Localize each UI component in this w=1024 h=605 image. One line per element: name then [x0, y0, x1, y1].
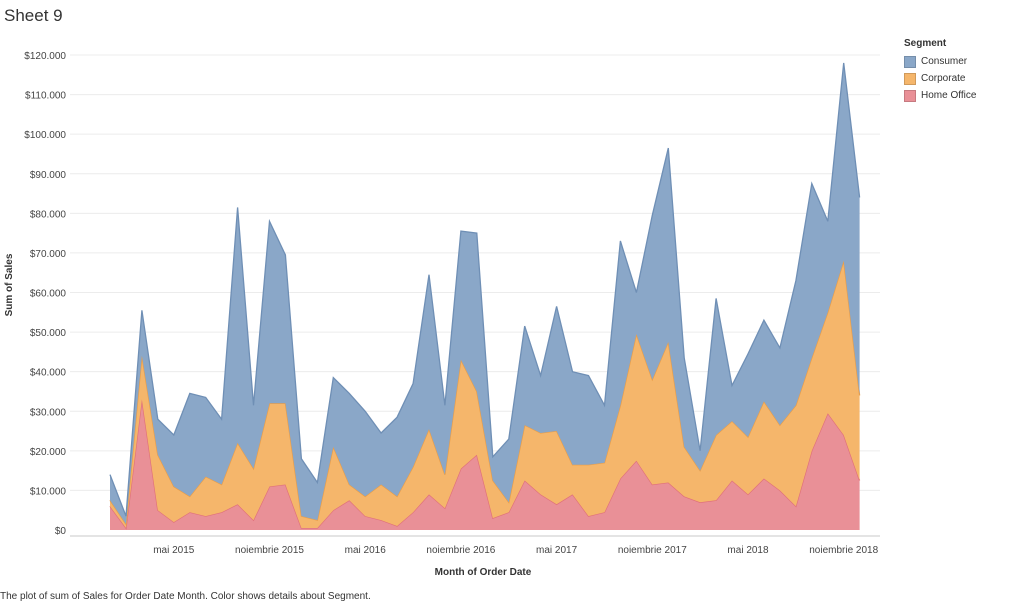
- y-tick-label: $20.000: [30, 447, 67, 458]
- legend-label-corporate: Corporate: [921, 73, 966, 84]
- y-tick-label: $30.000: [30, 407, 67, 418]
- y-tick-label: $90.000: [30, 170, 67, 181]
- x-axis-title: Month of Order Date: [435, 567, 532, 578]
- legend-item-corporate[interactable]: Corporate: [904, 70, 976, 87]
- legend-swatch-home-office: [904, 89, 916, 102]
- x-tick-label: noiembrie 2015: [235, 545, 304, 556]
- line-consumer: [109, 62, 861, 517]
- y-tick-label: $70.000: [30, 249, 67, 260]
- y-tick-label: $80.000: [30, 209, 67, 220]
- area-series: [109, 62, 861, 530]
- legend-swatch-corporate: [904, 72, 916, 85]
- x-tick-label: noiembrie 2016: [426, 545, 495, 556]
- y-tick-label: $0: [55, 526, 67, 537]
- x-tick-label: mai 2018: [727, 545, 769, 556]
- legend-title: Segment: [904, 38, 947, 49]
- chart-caption: The plot of sum of Sales for Order Date …: [0, 591, 371, 602]
- x-tick-label: mai 2015: [153, 545, 195, 556]
- y-axis-title: Sum of Sales: [4, 253, 15, 316]
- legend-label-home-office: Home Office: [921, 90, 977, 101]
- y-tick-label: $60.000: [30, 289, 67, 300]
- legend-label-consumer: Consumer: [921, 56, 968, 67]
- legend-swatch-consumer: [904, 55, 916, 68]
- y-tick-label: $40.000: [30, 368, 67, 379]
- legend-item-consumer[interactable]: Consumer: [904, 53, 976, 70]
- legend: Segment Consumer Corporate Home Office: [904, 38, 976, 104]
- y-tick-label: $110.000: [25, 91, 66, 102]
- y-tick-label: $120.000: [24, 51, 66, 62]
- y-tick-label: $50.000: [30, 328, 67, 339]
- x-axis-ticks: mai 2015 noiembrie 2015 mai 2016 noiembrie …: [153, 545, 878, 556]
- y-tick-label: $10.000: [30, 486, 67, 497]
- area-corporate[interactable]: [110, 260, 860, 528]
- area-home-office[interactable]: [110, 399, 860, 530]
- x-tick-label: mai 2017: [536, 545, 578, 556]
- x-tick-label: mai 2016: [345, 545, 387, 556]
- y-tick-label: $100.000: [24, 130, 66, 141]
- sheet-title: Sheet 9: [4, 6, 63, 25]
- x-tick-label: noiembrie 2018: [809, 545, 878, 556]
- legend-item-home-office[interactable]: Home Office: [904, 87, 976, 104]
- x-tick-label: noiembrie 2017: [618, 545, 687, 556]
- y-axis-ticks: $0 $10.000 $20.000 $30.000 $40.000 $50.000 $60…: [24, 51, 66, 537]
